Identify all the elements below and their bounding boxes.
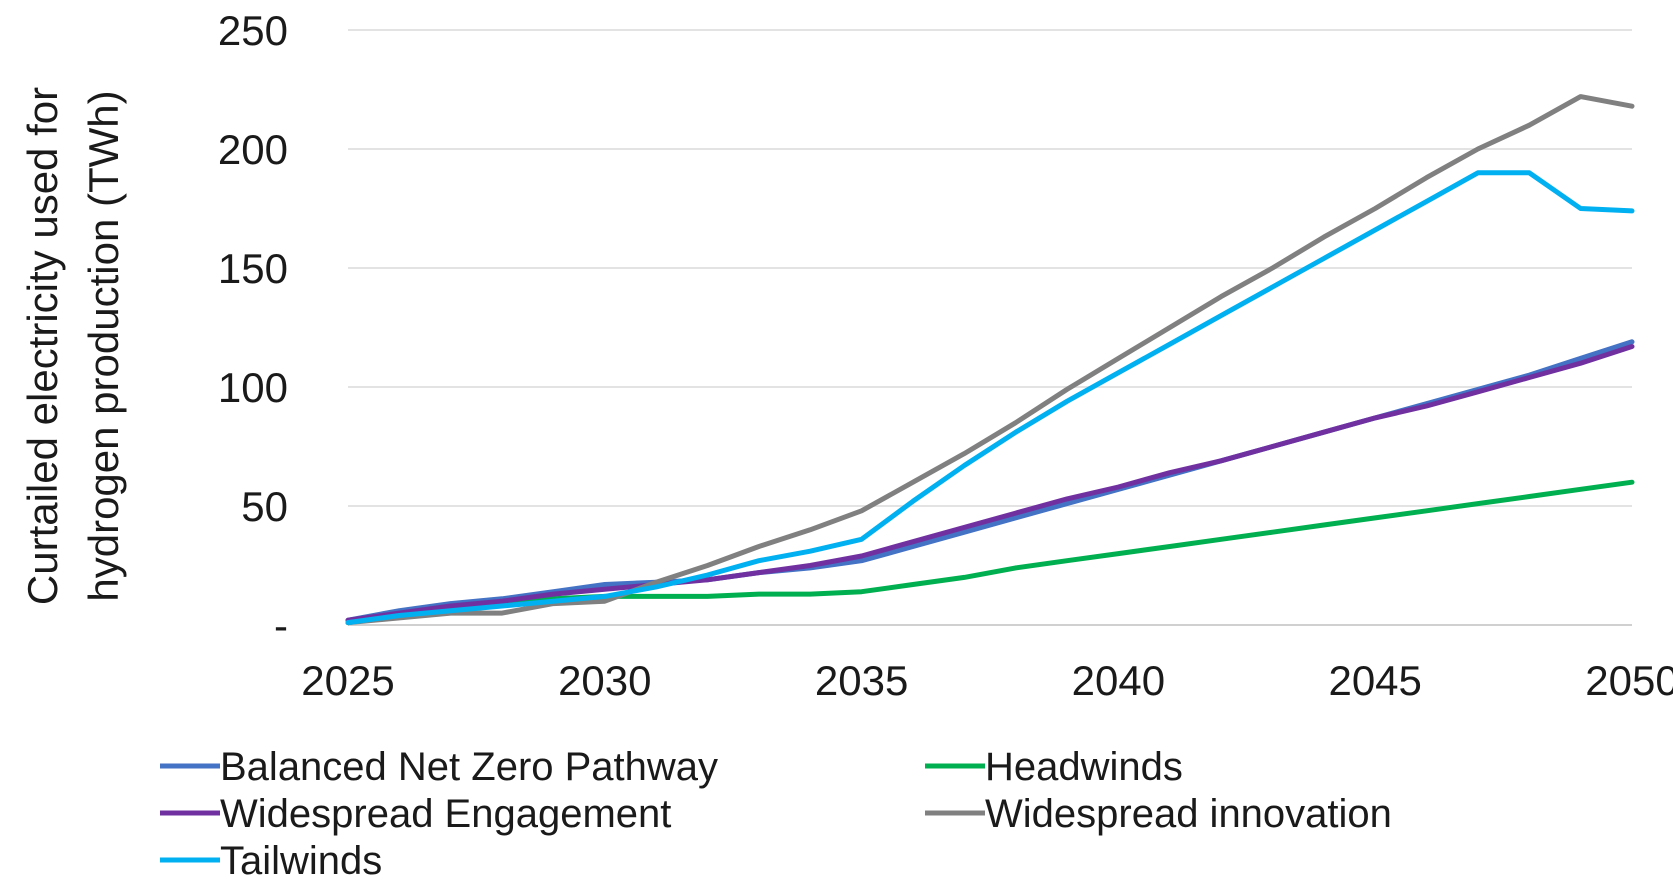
x-tick-label: 2040 bbox=[1072, 657, 1165, 704]
x-tick-label: 2050 bbox=[1585, 657, 1673, 704]
legend-label-widespread-innovation: Widespread innovation bbox=[985, 792, 1392, 836]
y-axis-label-line1: Curtailed electricity used for bbox=[19, 87, 66, 605]
y-tick-label: 250 bbox=[218, 7, 288, 54]
legend-label-widespread-engagement: Widespread Engagement bbox=[220, 792, 671, 836]
y-tick-label: 150 bbox=[218, 245, 288, 292]
legend-label-headwinds: Headwinds bbox=[985, 745, 1183, 789]
y-tick-label: 50 bbox=[241, 483, 288, 530]
series-line-balanced-net-zero-pathway bbox=[345, 339, 1635, 623]
series-line-widespread-innovation bbox=[345, 94, 1635, 626]
y-tick-label: 200 bbox=[218, 126, 288, 173]
series-line-tailwinds bbox=[345, 170, 1635, 626]
legend-label-balanced-net-zero-pathway: Balanced Net Zero Pathway bbox=[220, 745, 718, 789]
x-tick-label: 2035 bbox=[815, 657, 908, 704]
y-tick-labels: - 50 100 150 200 250 bbox=[218, 7, 288, 649]
series-lines bbox=[345, 94, 1635, 626]
x-tick-label: 2045 bbox=[1328, 657, 1421, 704]
series-line-widespread-engagement bbox=[345, 344, 1635, 623]
x-tick-labels: 2025 2030 2035 2040 2045 2050 bbox=[301, 657, 1673, 704]
y-axis-label-line2: hydrogen production (TWh) bbox=[80, 90, 127, 601]
x-tick-label: 2030 bbox=[558, 657, 651, 704]
x-tick-label: 2025 bbox=[301, 657, 394, 704]
y-tick-label: - bbox=[274, 602, 288, 649]
legend-label-tailwinds: Tailwinds bbox=[220, 839, 382, 883]
gridlines bbox=[348, 29, 1632, 507]
y-tick-label: 100 bbox=[218, 364, 288, 411]
legend: Balanced Net Zero Pathway HeadwindsWidesp… bbox=[160, 745, 1392, 883]
